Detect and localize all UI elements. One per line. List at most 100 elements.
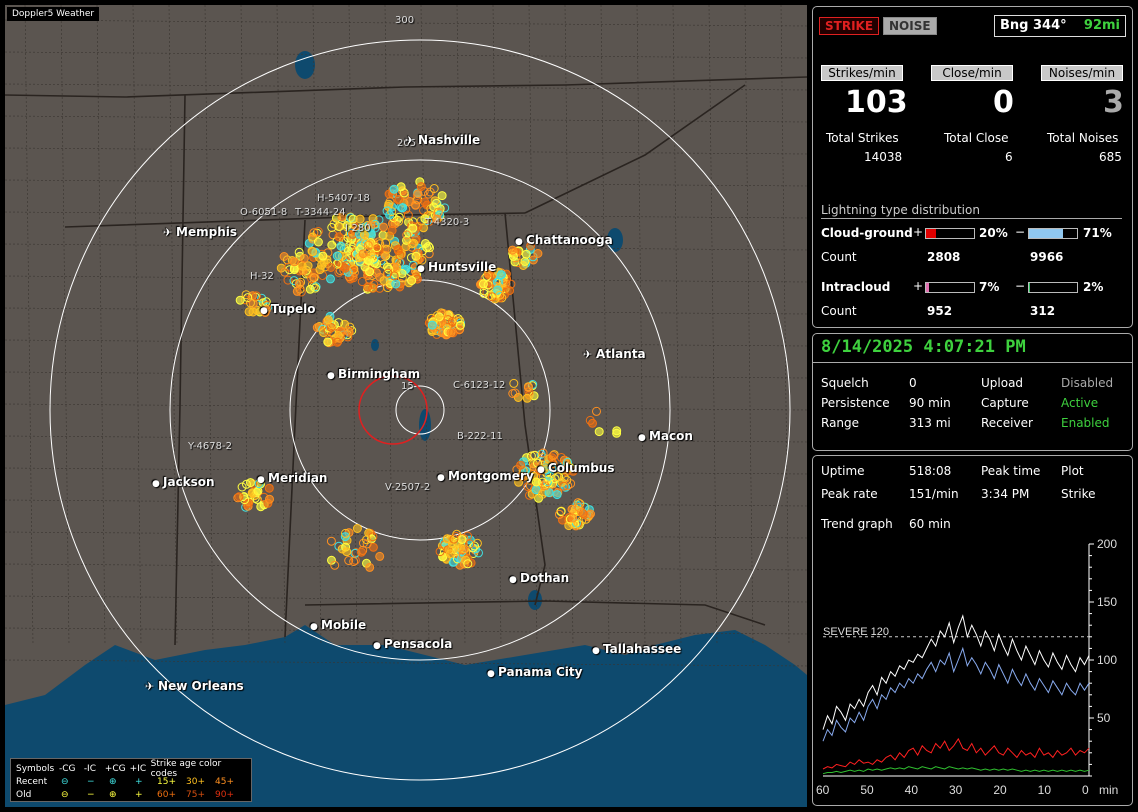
strike-marker: [538, 448, 548, 458]
state-border: [5, 76, 807, 98]
settings-panel: 8/14/2025 4:07:21 PM Squelch 0 Upload Di…: [812, 333, 1133, 451]
strike-marker: [436, 308, 446, 318]
county-line: [60, 5, 70, 646]
city-name: Pensacola: [384, 637, 453, 651]
strike-marker: [407, 276, 417, 286]
strike-marker: [530, 450, 540, 460]
storm-cell-label[interactable]: V-2507-2: [385, 482, 431, 493]
city-dothan: ● Dothan: [509, 571, 569, 585]
city-atlanta: ✈ Atlanta: [583, 347, 646, 361]
age-45-label: 45+: [215, 776, 234, 787]
strike-marker: [323, 337, 333, 347]
cg-negative-pct: 71%: [1083, 226, 1112, 240]
capture-value[interactable]: Active: [1061, 396, 1099, 410]
strike-marker: [393, 246, 403, 256]
trend-window-value[interactable]: 60 min: [909, 517, 951, 531]
city-memphis: ✈ Memphis: [163, 225, 237, 239]
strike-marker: [497, 270, 506, 280]
city-name: Jackson: [163, 475, 215, 489]
range-ring-label-205: 205: [397, 138, 417, 149]
strike-marker: [552, 490, 562, 500]
strike-marker: [544, 488, 554, 498]
upload-value[interactable]: Disabled: [1061, 376, 1114, 390]
strike-marker: [399, 188, 409, 198]
strike-marker: [578, 509, 588, 519]
total-noises-value: 685: [1099, 150, 1122, 164]
storm-cell-label[interactable]: O-6051-8: [240, 207, 288, 218]
ic-negative-count: 312: [1030, 304, 1056, 318]
strike-marker: [565, 463, 575, 473]
strike-marker: [533, 249, 543, 258]
county-line: [276, 5, 286, 646]
storm-cell-label[interactable]: B-222-11: [457, 431, 503, 442]
range-value[interactable]: 313 mi: [909, 416, 951, 430]
strike-marker: [332, 251, 342, 261]
strike-marker: [318, 251, 328, 261]
county-line: [5, 659, 807, 667]
state-border: [174, 94, 186, 646]
persistence-value[interactable]: 90 min: [909, 396, 951, 410]
strike-marker: [586, 509, 595, 519]
squelch-value[interactable]: 0: [909, 376, 917, 390]
storm-cell-label[interactable]: T-4320-3: [425, 217, 470, 228]
strike-marker: [550, 474, 560, 484]
strike-marker: [313, 237, 323, 247]
county-line: [5, 531, 807, 539]
strike-marker: [518, 472, 528, 482]
strike-marker: [394, 195, 404, 205]
storm-cell-label[interactable]: C-6123-12: [453, 380, 506, 391]
county-line: [5, 371, 807, 379]
strike-marker: [349, 557, 359, 566]
plot-value[interactable]: Strike: [1061, 487, 1096, 501]
storm-cell-label[interactable]: H-5407-18: [317, 193, 370, 204]
strike-marker: [355, 214, 365, 224]
y-tick-label: 150: [1097, 595, 1117, 609]
county-line: [5, 499, 807, 507]
county-lines: [5, 5, 807, 667]
airport-icon: ✈: [583, 348, 597, 361]
noise-mode-button[interactable]: NOISE: [883, 17, 937, 35]
county-line: [780, 5, 790, 646]
city-dot-icon: ●: [437, 473, 448, 483]
distribution-divider: [821, 218, 1122, 219]
storm-cell-label[interactable]: H-32: [250, 271, 274, 282]
legend-symbols-label: Symbols: [16, 763, 55, 774]
pos-cg-old-icon: ⊕: [109, 789, 117, 800]
strike-marker: [303, 261, 313, 271]
storm-cell-label[interactable]: Y-4678-2: [188, 441, 232, 452]
city-tupelo: ● Tupelo: [260, 302, 316, 316]
cg-negative-bar: [1028, 228, 1078, 239]
strike-marker: [446, 328, 456, 338]
x-unit-label: min: [1099, 783, 1118, 797]
city-name: Dothan: [520, 571, 570, 585]
strike-marker: [362, 539, 372, 549]
strike-marker: [327, 240, 337, 250]
strike-marker: [470, 541, 479, 551]
x-tick-label: 30: [949, 783, 963, 797]
strike-marker: [398, 203, 408, 213]
lightning-map[interactable]: Doppler5 Weather 300 205 15 ✈ Nashville ✈…: [5, 5, 807, 807]
trend-series-line-2: [822, 737, 1090, 770]
city-name: Tallahassee: [603, 642, 682, 656]
x-tick-label: 10: [1038, 783, 1052, 797]
strike-marker: [308, 247, 318, 257]
strike-marker: [315, 265, 325, 275]
trend-series-line-3: [822, 766, 1090, 775]
total-close-value: 6: [1005, 150, 1013, 164]
city-huntsville: ● Huntsville: [417, 260, 496, 274]
storm-cell-label[interactable]: I-280: [345, 223, 371, 234]
county-line: [528, 5, 538, 646]
strike-marker: [375, 551, 385, 561]
peak-time-value: 3:34 PM: [981, 487, 1030, 501]
strike-mode-button[interactable]: STRIKE: [819, 17, 880, 35]
strike-marker: [506, 279, 516, 289]
receiver-value[interactable]: Enabled: [1061, 416, 1110, 430]
strike-marker: [344, 327, 354, 337]
city-dot-icon: ●: [417, 264, 428, 274]
pos-cg-icon: ⊕: [109, 776, 117, 787]
lake: [295, 51, 315, 79]
city-name: Panama City: [498, 665, 583, 679]
strike-marker: [408, 223, 418, 233]
storm-cell-label[interactable]: T-3344-24: [295, 207, 346, 218]
strike-marker: [361, 239, 371, 248]
